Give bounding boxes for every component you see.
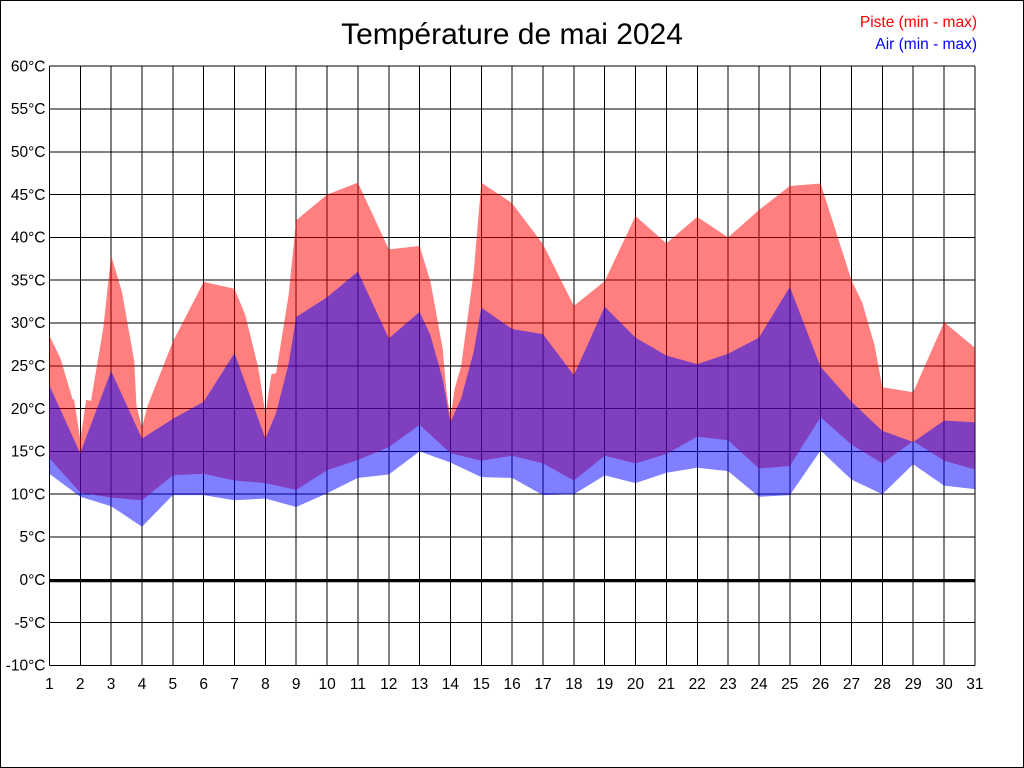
svg-text:30: 30 — [935, 676, 953, 693]
svg-text:1: 1 — [45, 676, 54, 693]
svg-text:19: 19 — [596, 676, 613, 693]
svg-text:27: 27 — [843, 676, 860, 693]
svg-text:17: 17 — [534, 676, 551, 693]
svg-text:29: 29 — [905, 676, 922, 693]
svg-text:20°C: 20°C — [11, 401, 46, 418]
svg-text:10: 10 — [318, 676, 336, 693]
svg-text:25: 25 — [781, 676, 798, 693]
svg-text:13: 13 — [411, 676, 428, 693]
svg-text:26: 26 — [812, 676, 829, 693]
svg-text:2: 2 — [76, 676, 85, 693]
svg-text:Température de mai 2024: Température de mai 2024 — [341, 18, 683, 51]
svg-text:20: 20 — [627, 676, 645, 693]
svg-text:35°C: 35°C — [11, 272, 46, 289]
svg-text:0°C: 0°C — [19, 572, 45, 589]
svg-text:4: 4 — [138, 676, 147, 693]
svg-text:30°C: 30°C — [11, 315, 46, 332]
svg-text:22: 22 — [689, 676, 706, 693]
svg-text:40°C: 40°C — [11, 230, 46, 247]
svg-text:25°C: 25°C — [11, 358, 46, 375]
svg-text:24: 24 — [750, 676, 768, 693]
svg-text:14: 14 — [442, 676, 460, 693]
svg-text:5: 5 — [168, 676, 177, 693]
svg-text:Air (min - max): Air (min - max) — [875, 36, 977, 53]
svg-text:21: 21 — [658, 676, 675, 693]
svg-text:31: 31 — [966, 676, 983, 693]
svg-text:55°C: 55°C — [11, 101, 46, 118]
svg-text:12: 12 — [380, 676, 397, 693]
svg-text:-5°C: -5°C — [14, 615, 45, 632]
svg-text:15°C: 15°C — [11, 444, 46, 461]
svg-text:18: 18 — [565, 676, 582, 693]
svg-text:8: 8 — [261, 676, 270, 693]
svg-text:10°C: 10°C — [11, 486, 46, 503]
svg-text:3: 3 — [107, 676, 116, 693]
svg-text:50°C: 50°C — [11, 144, 46, 161]
svg-text:7: 7 — [230, 676, 239, 693]
svg-text:9: 9 — [292, 676, 301, 693]
svg-text:23: 23 — [719, 676, 736, 693]
svg-text:-10°C: -10°C — [6, 658, 46, 675]
svg-text:5°C: 5°C — [19, 529, 45, 546]
svg-text:45°C: 45°C — [11, 187, 46, 204]
svg-text:Piste (min - max): Piste (min - max) — [860, 14, 977, 31]
svg-text:28: 28 — [874, 676, 891, 693]
svg-text:6: 6 — [199, 676, 208, 693]
svg-text:15: 15 — [473, 676, 490, 693]
svg-text:16: 16 — [503, 676, 520, 693]
svg-text:11: 11 — [350, 676, 366, 693]
svg-text:60°C: 60°C — [11, 58, 46, 75]
